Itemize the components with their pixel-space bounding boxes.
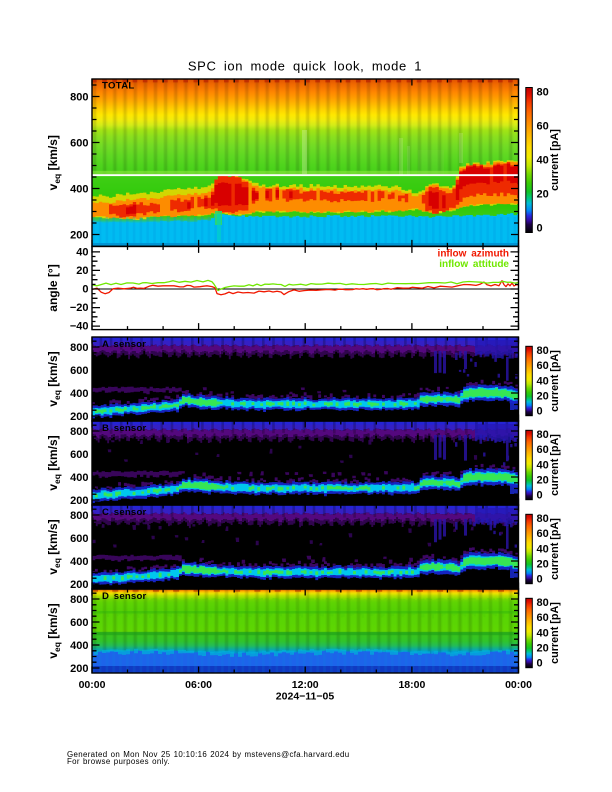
svg-text:20: 20 <box>537 642 549 654</box>
svg-text:20: 20 <box>76 265 88 277</box>
svg-text:0: 0 <box>537 658 543 670</box>
svg-text:0: 0 <box>537 406 543 418</box>
svg-text:12:00: 12:00 <box>292 679 319 691</box>
svg-text:C sensor: C sensor <box>102 507 147 518</box>
svg-text:800: 800 <box>70 594 88 606</box>
svg-text:80: 80 <box>537 86 549 98</box>
svg-text:veq [km/s]: veq [km/s] <box>46 519 62 574</box>
svg-text:60: 60 <box>537 360 549 372</box>
svg-text:20: 20 <box>537 474 549 486</box>
svg-text:40: 40 <box>76 246 88 258</box>
svg-text:20: 20 <box>537 558 549 570</box>
svg-text:800: 800 <box>70 510 88 522</box>
svg-text:60: 60 <box>537 444 549 456</box>
svg-text:Generated on Mon Nov 25 10:10:: Generated on Mon Nov 25 10:10:16 2024 by… <box>67 750 350 759</box>
svg-text:800: 800 <box>70 342 88 354</box>
svg-text:veq [km/s]: veq [km/s] <box>46 135 62 190</box>
svg-text:60: 60 <box>537 528 549 540</box>
svg-text:600: 600 <box>70 449 88 461</box>
svg-text:−40: −40 <box>70 320 89 332</box>
svg-text:0: 0 <box>537 490 543 502</box>
svg-text:A sensor: A sensor <box>102 339 146 350</box>
svg-text:80: 80 <box>537 345 549 357</box>
svg-text:400: 400 <box>70 388 88 400</box>
svg-text:60: 60 <box>537 120 549 132</box>
svg-text:400: 400 <box>70 472 88 484</box>
svg-text:00:00: 00:00 <box>505 679 532 691</box>
svg-text:800: 800 <box>70 426 88 438</box>
svg-text:400: 400 <box>70 556 88 568</box>
svg-text:800: 800 <box>70 91 88 103</box>
svg-text:600: 600 <box>70 365 88 377</box>
svg-text:200: 200 <box>70 411 88 423</box>
svg-text:current [pA]: current [pA] <box>549 518 561 580</box>
svg-text:0: 0 <box>537 574 543 586</box>
svg-text:inflow attitude: inflow attitude <box>439 259 509 270</box>
svg-text:600: 600 <box>70 137 88 149</box>
svg-text:600: 600 <box>70 617 88 629</box>
svg-text:400: 400 <box>70 640 88 652</box>
svg-text:40: 40 <box>537 543 549 555</box>
svg-text:200: 200 <box>70 579 88 591</box>
svg-text:80: 80 <box>537 513 549 525</box>
svg-text:For browse purposes only.: For browse purposes only. <box>67 757 170 766</box>
svg-text:40: 40 <box>537 375 549 387</box>
svg-text:600: 600 <box>70 533 88 545</box>
svg-text:−20: −20 <box>70 302 89 314</box>
svg-text:0: 0 <box>82 283 88 295</box>
svg-text:current [pA]: current [pA] <box>549 602 561 664</box>
svg-text:veq [km/s]: veq [km/s] <box>46 435 62 490</box>
svg-text:D sensor: D sensor <box>102 591 147 602</box>
svg-text:current [pA]: current [pA] <box>549 434 561 496</box>
svg-text:2024−11−05: 2024−11−05 <box>276 691 335 703</box>
svg-text:angle [°]: angle [°] <box>46 264 60 311</box>
svg-text:veq [km/s]: veq [km/s] <box>46 603 62 658</box>
svg-text:SPC ion mode quick look, mode: SPC ion mode quick look, mode 1 <box>188 59 422 74</box>
svg-text:80: 80 <box>537 429 549 441</box>
svg-text:20: 20 <box>537 188 549 200</box>
svg-text:20: 20 <box>537 390 549 402</box>
svg-text:06:00: 06:00 <box>185 679 212 691</box>
svg-text:40: 40 <box>537 154 549 166</box>
svg-text:0: 0 <box>537 222 543 234</box>
svg-text:40: 40 <box>537 627 549 639</box>
svg-text:40: 40 <box>537 459 549 471</box>
svg-text:400: 400 <box>70 183 88 195</box>
svg-text:B sensor: B sensor <box>102 423 147 434</box>
svg-text:60: 60 <box>537 612 549 624</box>
svg-text:00:00: 00:00 <box>79 679 106 691</box>
svg-text:veq [km/s]: veq [km/s] <box>46 351 62 406</box>
svg-text:current [pA]: current [pA] <box>549 350 561 412</box>
svg-text:current [pA]: current [pA] <box>549 129 561 191</box>
svg-text:200: 200 <box>70 229 88 241</box>
svg-text:inflow azimuth: inflow azimuth <box>438 248 509 259</box>
svg-text:TOTAL: TOTAL <box>102 80 135 91</box>
svg-text:18:00: 18:00 <box>398 679 425 691</box>
svg-text:200: 200 <box>70 495 88 507</box>
svg-text:80: 80 <box>537 597 549 609</box>
svg-text:200: 200 <box>70 663 88 675</box>
